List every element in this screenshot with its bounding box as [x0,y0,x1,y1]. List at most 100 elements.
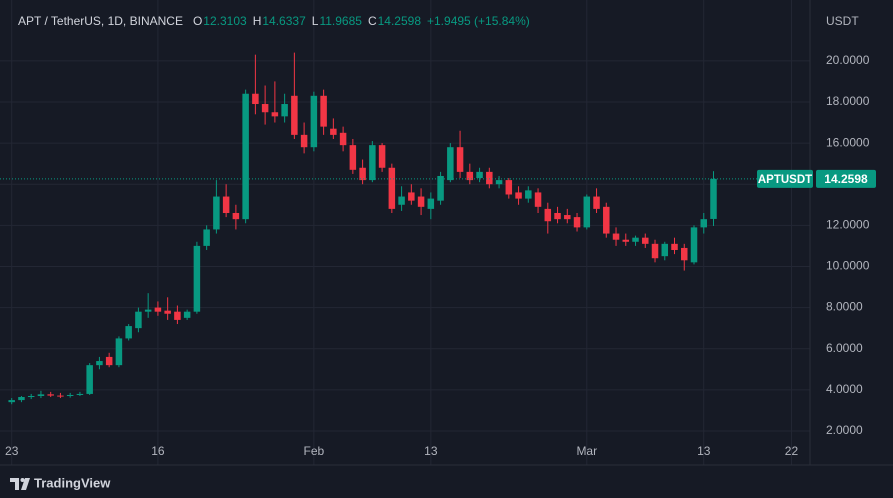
candle-body [281,104,288,117]
candle-body [271,112,279,117]
legend-value: 14.2598 [378,14,422,28]
candle-body [300,134,308,148]
candle-body [544,208,552,222]
candle-body [583,196,591,228]
candle-body [183,311,191,318]
x-tick-label: 22 [785,444,799,458]
candle-body [125,326,132,339]
legend-key: L [312,14,319,28]
candle-body [525,190,532,199]
candle-body [57,395,64,397]
candle-body [96,361,103,366]
x-tick-label: 16 [151,444,165,458]
legend-key: H [253,14,262,28]
candle-body [690,227,698,263]
candle-body [105,356,113,366]
candle-body [554,212,561,220]
candle-body [135,311,142,329]
candle-body [37,394,45,396]
candle-body [466,171,474,181]
candle-body [86,365,93,394]
candle-body [154,307,162,312]
candle-body [174,311,181,320]
candle-body [417,196,425,207]
x-tick-label: 23 [5,444,19,458]
candle-body [203,229,210,246]
candle-body [8,400,15,403]
candle-body [349,145,357,170]
candle-body [398,196,405,205]
candle-body [388,167,396,209]
y-tick-label: 18.0000 [826,94,870,108]
candle-body [564,215,571,220]
candle-body [603,206,610,234]
candle-body [612,233,620,240]
candle-body [681,247,688,261]
y-tick-label: 16.0000 [826,135,870,149]
symbol-title: APT / TetherUS, 1D, BINANCE [18,14,183,28]
candle-body [310,95,318,148]
grid [0,0,810,465]
candles [8,52,717,405]
currency-label: USDT [826,14,859,28]
candle-body [573,217,581,228]
candle-body [476,171,483,179]
brand-logo [10,478,30,490]
candle-body [534,192,542,207]
candle-body [66,394,74,396]
candle-body [193,245,201,312]
candle-body [622,239,630,242]
candle-body [495,180,503,185]
y-tick-label: 8.0000 [826,300,863,314]
brand: TradingView [34,475,111,490]
candle-body [593,196,600,209]
y-tick-label: 2.0000 [826,423,863,437]
candle-body [27,395,35,398]
candle-body [661,243,669,257]
candle-body [486,171,493,185]
legend-key: O [193,14,202,28]
x-tick-label: 13 [697,444,711,458]
y-tick-label: 6.0000 [826,341,863,355]
candle-body [320,95,327,127]
badge-price: 14.2598 [824,172,868,186]
candle-body [427,198,435,209]
x-tick-label: Feb [304,444,325,458]
candle-body [378,145,386,168]
candle-body [369,145,376,181]
candle-body [642,237,649,244]
badge-bg [757,169,813,188]
candle-body [447,147,454,181]
candle-body [330,128,337,135]
candle-body [291,95,298,135]
candle-body [115,338,123,366]
candle-body [505,180,513,195]
candle-body [710,178,717,219]
legend-value: 12.3103 [203,14,247,28]
candle-body [671,243,678,251]
y-tick-label: 10.0000 [826,259,870,273]
candle-body [456,147,464,172]
candle-body [222,196,230,213]
candle-body [213,196,220,230]
candle-body [18,397,25,401]
candle-body [47,394,54,396]
candle-body [242,93,249,220]
candle-body [408,192,415,201]
badge-bg [816,169,876,188]
candle-body [232,212,240,220]
candle-body [437,175,444,201]
candle-body [700,219,708,228]
x-tick-label: 13 [424,444,438,458]
candle-body [261,104,269,113]
candle-body [515,192,522,199]
candle-body [164,310,171,314]
y-tick-label: 20.0000 [826,53,870,67]
candle-body [339,132,347,146]
badge-symbol: APTUSDT [758,174,812,186]
y-tick-label: 12.0000 [826,218,870,232]
candle-body [359,167,366,181]
candle-body [632,237,639,242]
